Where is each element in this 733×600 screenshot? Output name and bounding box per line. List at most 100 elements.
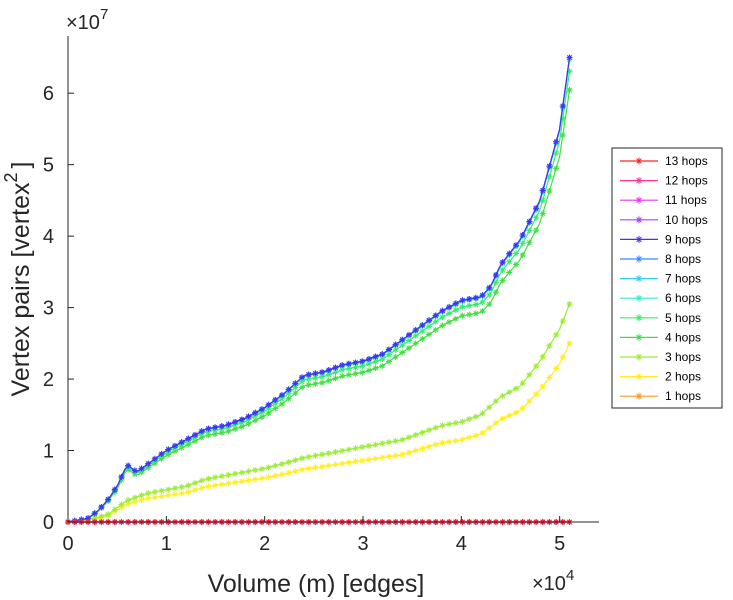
data-point: [218, 481, 225, 488]
data-point: [446, 421, 453, 428]
data-point: [432, 441, 439, 448]
y-tick-label: 1: [43, 441, 54, 463]
data-point: [305, 453, 312, 460]
data-point: [265, 464, 272, 471]
data-point: [499, 415, 506, 422]
legend-item-8-hops: 8 hops: [620, 252, 701, 266]
legend-marker: [635, 255, 643, 263]
data-point: [285, 469, 292, 476]
data-point: [553, 138, 560, 145]
data-point: [426, 427, 433, 434]
data-point: [359, 444, 366, 451]
legend-label: 9 hops: [665, 232, 701, 246]
data-point: [212, 474, 219, 481]
data-point: [365, 367, 372, 374]
data-point: [459, 418, 466, 425]
data-point: [278, 471, 285, 478]
data-point: [406, 434, 413, 441]
legend-marker: [635, 235, 643, 243]
data-point: [566, 301, 573, 308]
data-point: [352, 359, 359, 366]
data-point: [513, 242, 520, 249]
tick-layer: 0 1 2 3 4 5 0 1 2 3 4 5 6: [43, 83, 565, 555]
legend-label: 13 hops: [665, 154, 708, 168]
data-point: [312, 370, 319, 377]
data-point: [432, 326, 439, 333]
data-point: [105, 511, 112, 518]
data-point: [513, 385, 520, 392]
data-point: [151, 488, 158, 495]
legend-marker: [635, 275, 643, 283]
data-point: [506, 250, 513, 257]
legend-label: 1 hops: [665, 389, 701, 403]
data-point: [406, 449, 413, 456]
x-tick-label: 3: [357, 533, 368, 555]
data-point: [245, 468, 252, 475]
legend-marker: [635, 392, 643, 400]
data-point: [365, 442, 372, 449]
legend-marker: [635, 216, 643, 224]
data-point: [131, 467, 138, 474]
data-point: [339, 460, 346, 467]
data-point: [412, 340, 419, 347]
data-point: [399, 349, 406, 356]
x-tick-label: 4: [456, 533, 467, 555]
data-point: [385, 351, 392, 358]
data-point: [379, 351, 386, 358]
data-point: [452, 437, 459, 444]
data-point: [526, 227, 533, 234]
data-point: [325, 450, 332, 457]
data-point: [125, 497, 132, 504]
series-line-2-hops: [67, 343, 571, 523]
data-point: [426, 323, 433, 330]
data-point: [245, 413, 252, 420]
data-point: [98, 503, 105, 510]
data-point: [412, 431, 419, 438]
data-point: [419, 429, 426, 436]
data-point: [479, 298, 486, 305]
data-point: [499, 259, 506, 266]
legend-item-4-hops: 4 hops: [620, 330, 701, 344]
data-point: [91, 510, 98, 517]
series-line-9-hops: [67, 57, 571, 523]
data-point: [178, 439, 185, 446]
data-point: [345, 371, 352, 378]
data-point: [151, 455, 158, 462]
data-point: [339, 373, 346, 380]
data-point: [245, 477, 252, 484]
data-point: [566, 86, 573, 93]
data-point: [299, 466, 306, 473]
data-point: [539, 353, 546, 360]
data-point: [232, 418, 239, 425]
data-point: [513, 261, 520, 268]
legend-label: 4 hops: [665, 330, 701, 344]
data-point: [272, 462, 279, 469]
data-point: [412, 332, 419, 339]
data-point: [432, 318, 439, 325]
data-point: [198, 477, 205, 484]
data-point: [319, 369, 326, 376]
data-point: [178, 490, 185, 497]
data-point: [466, 416, 473, 423]
legend-item-12-hops: 12 hops: [620, 174, 708, 188]
data-point: [392, 452, 399, 459]
legend-item-9-hops: 9 hops: [620, 232, 701, 246]
data-point: [359, 369, 366, 376]
data-point: [439, 322, 446, 329]
data-point: [519, 240, 526, 247]
data-point: [499, 392, 506, 399]
data-point: [419, 322, 426, 329]
data-point: [212, 424, 219, 431]
data-point: [299, 455, 306, 462]
legend-marker: [635, 373, 643, 381]
data-point: [332, 461, 339, 468]
data-point: [352, 370, 359, 377]
data-point: [553, 150, 560, 157]
data-point: [432, 424, 439, 431]
legend-label: 5 hops: [665, 311, 701, 325]
x-axis-label: Volume (m) [edges]: [208, 570, 425, 598]
data-point: [305, 371, 312, 378]
data-point: [232, 479, 239, 486]
data-point: [379, 362, 386, 369]
